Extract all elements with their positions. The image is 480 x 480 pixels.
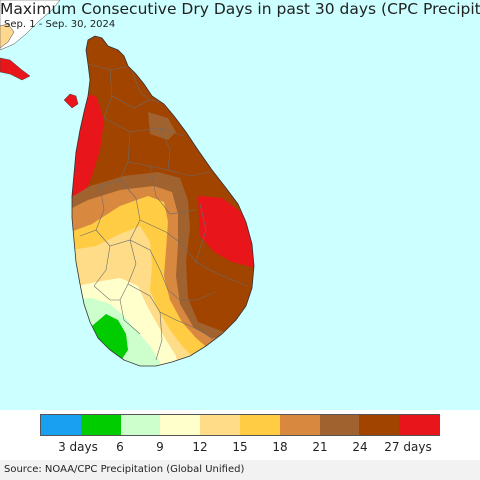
legend-swatch: #00cc00 (80, 415, 121, 435)
legend-swatch: #ffffcc (160, 415, 201, 435)
legend-label: 24 (352, 440, 368, 454)
legend-swatch: #ccffcc (120, 415, 161, 435)
legend-swatch: #1aa0f0 (41, 415, 81, 435)
legend-swatch: #ffdd88 (200, 415, 240, 435)
legend-label: 21 (312, 440, 328, 454)
map-subtitle: Sep. 1 - Sep. 30, 2024 (4, 19, 116, 30)
map-title: Maximum Consecutive Dry Days in past 30 … (0, 0, 480, 18)
color-legend: #1aa0f0#00cc00#ccffcc#ffffcc#ffdd88#ffcc… (40, 414, 440, 436)
legend-label: 27 days (384, 440, 432, 454)
legend-label: 18 (272, 440, 288, 454)
legend-swatch: #a14400 (359, 415, 400, 435)
legend-swatch: #e8151a (399, 415, 439, 435)
legend-swatch: #d98840 (279, 415, 320, 435)
zone-27plus-east (198, 196, 254, 268)
zone-27plus-northwest (72, 90, 104, 200)
map-panel: Maximum Consecutive Dry Days in past 30 … (0, 0, 480, 410)
mannar-islet (63, 93, 79, 109)
india-coast (0, 0, 61, 51)
legend-label: 15 (232, 440, 248, 454)
legend-label: 12 (192, 440, 208, 454)
island-outline (71, 35, 255, 367)
india-tip-red (0, 57, 31, 81)
source-credit: Source: NOAA/CPC Precipitation (Global U… (0, 460, 480, 480)
legend-label: 3 days (58, 440, 98, 454)
legend-swatch: #a0622e (319, 415, 360, 435)
zone-6-days (92, 314, 128, 362)
legend-labels: 3 days 6 9 12 15 18 21 24 27 days (0, 440, 480, 456)
legend-label: 9 (156, 440, 164, 454)
legend-label: 6 (116, 440, 124, 454)
district-boundaries (79, 63, 249, 361)
india-tip-yellow (0, 23, 15, 49)
legend-swatch: #ffcc44 (239, 415, 280, 435)
sri-lanka-map (0, 0, 255, 367)
zone-24-central (148, 112, 176, 140)
